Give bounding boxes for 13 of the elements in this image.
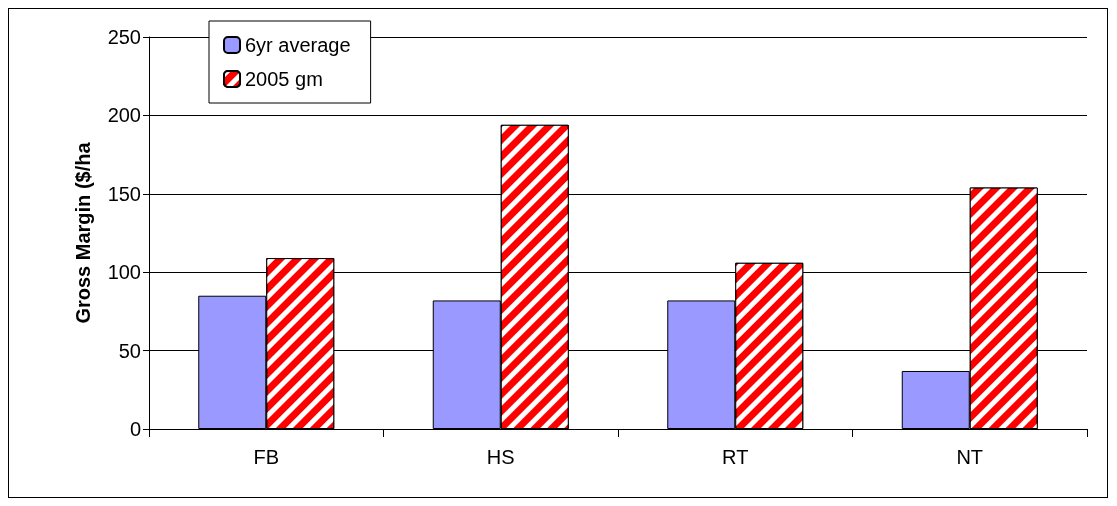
legend-label: 6yr average — [245, 34, 351, 56]
legend-label: 2005 gm — [245, 68, 323, 90]
x-tick-label: NT — [956, 446, 984, 468]
y-tick-label: 150 — [107, 182, 141, 205]
x-tick-label: RT — [722, 446, 749, 468]
x-tick-label: HS — [486, 446, 515, 468]
y-tick-label: 0 — [129, 418, 141, 440]
y-axis-title: Gross Margin ($/ha — [72, 141, 94, 324]
y-tick-label: 100 — [107, 261, 141, 284]
y-tick-label: 50 — [118, 339, 141, 362]
y-tick-label: 250 — [107, 26, 141, 48]
y-tick-label: 200 — [107, 104, 141, 127]
x-tick-label: FB — [253, 446, 280, 468]
